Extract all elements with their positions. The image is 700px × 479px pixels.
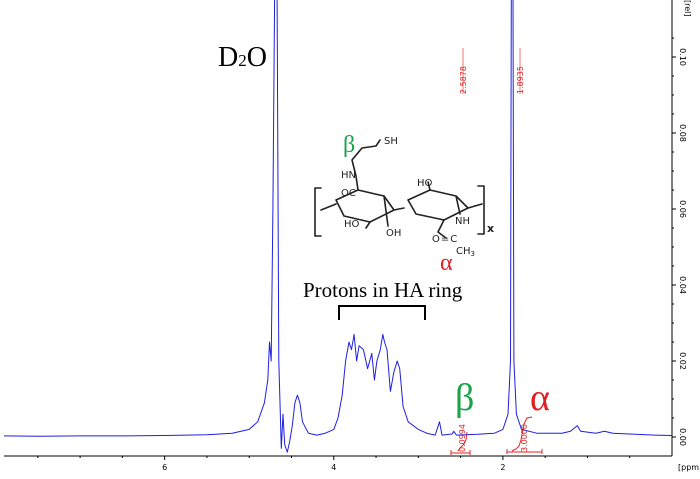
beta-peak-label: β: [455, 377, 474, 419]
ring-protons-label: Protons in HA ring: [303, 278, 463, 302]
solvent-label-main: D: [218, 42, 238, 73]
x-tick-label: 4: [331, 463, 336, 472]
structure-ch3-sub: 3: [471, 250, 475, 258]
integral-traces: [450, 416, 543, 455]
structure-alpha: α: [440, 250, 453, 276]
structure-o: O: [432, 234, 440, 245]
plot-frame: [4, 0, 673, 457]
integral-trace-beta: [457, 431, 468, 452]
integral-value-1: 0.0994: [458, 424, 467, 452]
y-axis-label: [rel]: [683, 0, 692, 17]
structure-hn: HN: [341, 170, 356, 181]
x-axis: 6 4 2: [37, 456, 631, 472]
y-tick-label: 0.04: [678, 276, 687, 294]
alpha-peak-label: α: [530, 377, 550, 419]
structure-ch3-main: CH: [456, 246, 471, 257]
structure-ho-1: HO: [344, 219, 360, 230]
x-tick-label: 2: [500, 463, 505, 472]
ring-1-substituents: [365, 195, 389, 229]
peak-label-2: 1.8935: [516, 66, 525, 94]
integral-bracket-beta: [450, 450, 471, 455]
solvent-label: D2O: [218, 42, 267, 73]
glycosidic-bonds: [320, 203, 483, 211]
series-line: [3, 0, 673, 453]
peak-label-1: 2.5878: [459, 66, 468, 94]
structure-ho-2: HO: [417, 178, 433, 189]
ring-protons-bracket: [338, 305, 426, 320]
structure-oc: OC: [341, 188, 356, 199]
structure-equals: =: [441, 234, 449, 245]
ha-structure-labels: β SH HN OC HO OH HO NH O=C CH3 x α: [341, 132, 494, 276]
acid-branch: [351, 139, 381, 191]
structure-ch3: CH3: [456, 246, 475, 258]
y-axis: 0.00 0.02 0.04 0.06 0.08 0.10: [672, 37, 687, 446]
integral-value-2: 3.0000: [520, 424, 529, 452]
y-tick-label: 0.02: [678, 352, 687, 370]
structure-oh: OH: [386, 228, 401, 239]
integral-bracket-alpha: [506, 449, 543, 454]
repeat-bracket-left: [314, 187, 322, 237]
peak-pick-labels: [462, 48, 521, 94]
repeat-bracket-right: [477, 185, 485, 235]
y-tick-label: 0.08: [678, 124, 687, 142]
y-tick-label: 0.00: [678, 428, 687, 446]
structure-repeat-x: x: [487, 222, 494, 235]
structure-beta: β: [343, 132, 355, 158]
integral-trace-alpha: [511, 416, 533, 452]
ha-structure-drawing: [314, 139, 485, 239]
structure-nh: NH: [455, 216, 470, 227]
ring-2-substituents: [427, 181, 461, 239]
x-tick-label: 6: [162, 463, 167, 472]
x-axis-label: [ppm]: [678, 463, 700, 472]
structure-carbonyl: O=C: [432, 234, 457, 245]
solvent-label-subscript: 2: [238, 51, 247, 70]
solvent-label-tail: O: [247, 42, 267, 73]
y-tick-label: 0.06: [678, 200, 687, 218]
y-tick-label: 0.10: [678, 48, 687, 66]
structure-c: C: [450, 234, 457, 245]
structure-sh: SH: [384, 136, 398, 147]
